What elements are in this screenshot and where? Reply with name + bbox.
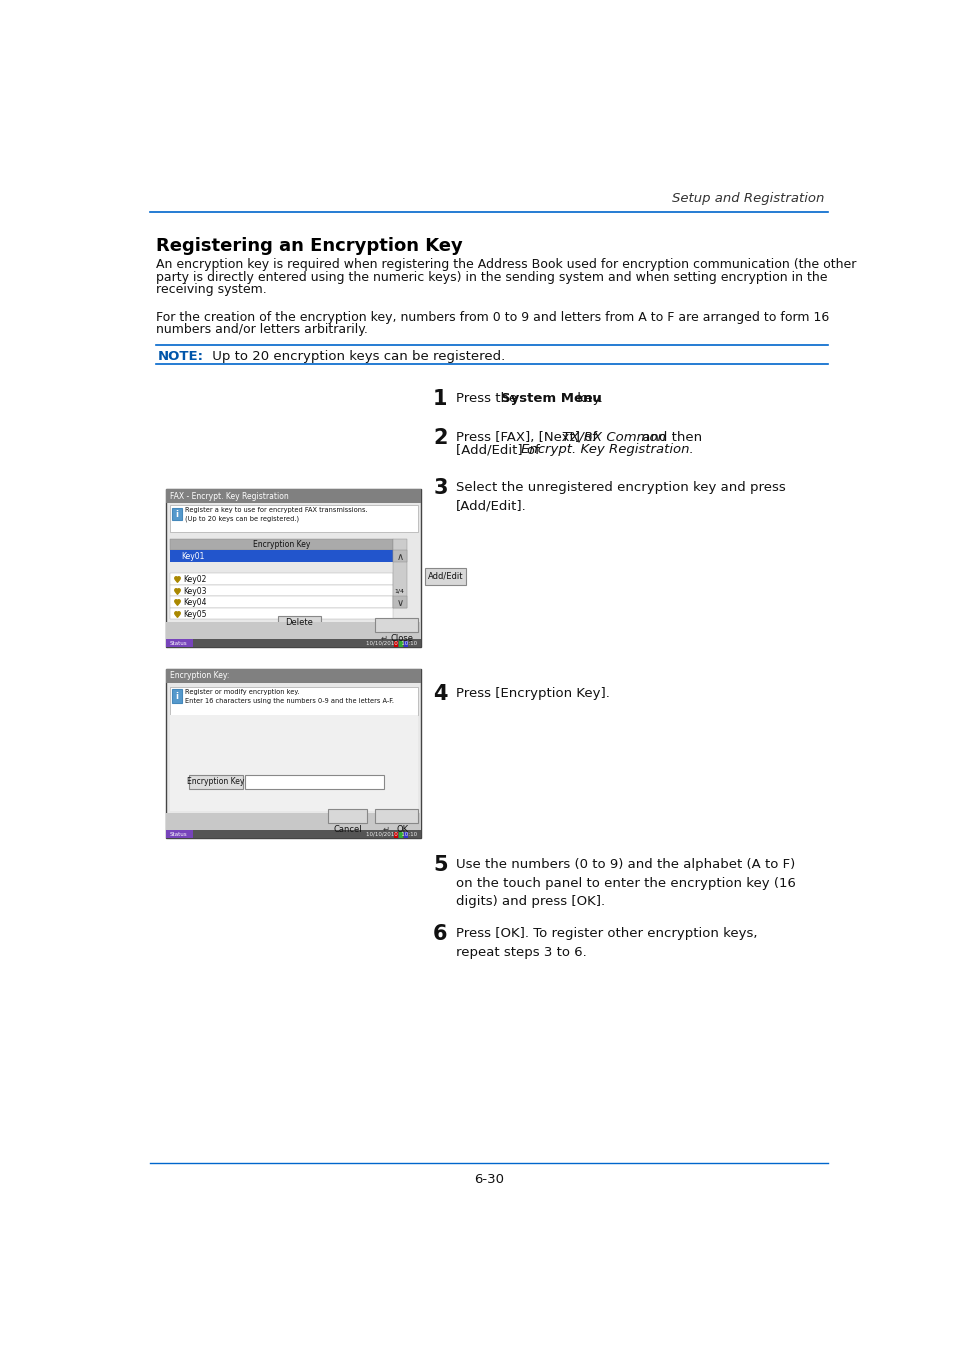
Text: Key02: Key02	[183, 575, 207, 585]
Bar	[278, 617, 320, 629]
Text: Key04: Key04	[183, 598, 207, 608]
Text: Delete: Delete	[285, 618, 313, 626]
Text: Setup and Registration: Setup and Registration	[672, 193, 823, 205]
Text: Encryption Key: Encryption Key	[253, 540, 310, 549]
Bar	[170, 585, 393, 597]
Bar	[425, 568, 465, 585]
Bar	[166, 640, 193, 647]
Text: ↵: ↵	[382, 825, 389, 834]
Bar	[166, 640, 421, 647]
Text: For the creation of the encryption key, numbers from 0 to 9 and letters from A t: For the creation of the encryption key, …	[156, 310, 829, 324]
Bar	[328, 809, 367, 822]
Bar	[170, 597, 393, 608]
Text: Key01: Key01	[181, 552, 204, 562]
Bar	[170, 505, 417, 532]
Bar	[166, 489, 421, 504]
Text: 6: 6	[433, 925, 447, 944]
Bar	[398, 832, 402, 838]
Bar	[166, 489, 421, 647]
Text: Encryption Key:: Encryption Key:	[171, 671, 230, 680]
Text: Press [Encryption Key].: Press [Encryption Key].	[456, 687, 610, 701]
Bar	[166, 814, 421, 830]
Text: ∨: ∨	[395, 598, 403, 608]
Bar	[245, 775, 384, 788]
Bar	[166, 668, 421, 683]
Text: Register or modify encryption key.: Register or modify encryption key.	[185, 688, 299, 695]
Text: NOTE:: NOTE:	[158, 350, 204, 363]
Text: Encryption Key: Encryption Key	[187, 778, 245, 786]
Text: Add/Edit: Add/Edit	[427, 572, 463, 580]
Bar	[403, 832, 407, 838]
Text: 10/10/2010  10:10: 10/10/2010 10:10	[366, 641, 417, 645]
Bar	[394, 832, 397, 838]
Text: Press [FAX], [Next] of: Press [FAX], [Next] of	[456, 431, 601, 444]
Text: Key05: Key05	[183, 610, 207, 618]
Bar	[393, 597, 406, 608]
Text: Status: Status	[170, 832, 188, 837]
Text: Press the: Press the	[456, 393, 521, 405]
Text: and then: and then	[637, 431, 701, 444]
Text: 2: 2	[433, 428, 447, 448]
Bar	[393, 539, 406, 608]
Text: Key03: Key03	[183, 587, 207, 595]
Text: Encrypt. Key Registration.: Encrypt. Key Registration.	[521, 443, 694, 456]
Text: i: i	[175, 510, 178, 520]
Text: Registering an Encryption Key: Registering an Encryption Key	[156, 236, 463, 255]
Text: Close: Close	[390, 634, 414, 643]
Text: 5: 5	[433, 855, 447, 875]
Text: numbers and/or letters arbitrarily.: numbers and/or letters arbitrarily.	[156, 323, 368, 336]
Bar	[403, 641, 407, 647]
Text: 4: 4	[433, 684, 447, 705]
Text: 3: 3	[433, 478, 447, 498]
Bar	[172, 688, 182, 702]
Text: 10/10/2010  10:10: 10/10/2010 10:10	[366, 832, 417, 837]
Bar	[170, 608, 393, 620]
Bar	[375, 618, 417, 632]
Bar	[170, 687, 417, 716]
Text: 6-30: 6-30	[474, 1173, 503, 1187]
Text: Use the numbers (0 to 9) and the alphabet (A to F)
on the touch panel to enter t: Use the numbers (0 to 9) and the alphabe…	[456, 859, 796, 909]
Text: i: i	[175, 693, 178, 701]
Text: TX/RX Common: TX/RX Common	[561, 431, 665, 444]
Bar	[166, 830, 193, 838]
Bar	[166, 830, 421, 838]
Text: [Add/Edit] of: [Add/Edit] of	[456, 443, 544, 456]
Bar	[170, 574, 393, 585]
Bar	[170, 716, 417, 811]
Text: party is directly entered using the numeric keys) in the sending system and when: party is directly entered using the nume…	[156, 270, 827, 284]
Text: ↵: ↵	[380, 634, 387, 643]
Text: System Menu: System Menu	[500, 393, 600, 405]
Text: (Up to 20 keys can be registered.): (Up to 20 keys can be registered.)	[185, 516, 299, 521]
Text: 1: 1	[433, 389, 447, 409]
Bar	[189, 775, 243, 788]
Text: 1/4: 1/4	[395, 589, 404, 593]
Text: Cancel: Cancel	[334, 825, 362, 834]
Text: Press [OK]. To register other encryption keys,
repeat steps 3 to 6.: Press [OK]. To register other encryption…	[456, 927, 757, 958]
Bar	[375, 809, 417, 822]
Bar	[393, 549, 406, 562]
Text: ∧: ∧	[395, 552, 403, 562]
Bar	[398, 641, 402, 647]
Bar	[394, 641, 397, 647]
Text: receiving system.: receiving system.	[156, 284, 267, 296]
Text: An encryption key is required when registering the Address Book used for encrypt: An encryption key is required when regis…	[156, 258, 856, 271]
Text: FAX - Encrypt. Key Registration: FAX - Encrypt. Key Registration	[171, 491, 289, 501]
Text: Register a key to use for encrypted FAX transmissions.: Register a key to use for encrypted FAX …	[185, 508, 367, 513]
Text: Up to 20 encryption keys can be registered.: Up to 20 encryption keys can be register…	[208, 350, 505, 363]
Bar	[166, 668, 421, 838]
Bar	[170, 549, 393, 562]
Bar	[170, 539, 393, 549]
Bar	[166, 622, 421, 640]
Text: key.: key.	[572, 393, 602, 405]
Text: Status: Status	[170, 641, 188, 645]
Text: Select the unregistered encryption key and press
[Add/Edit].: Select the unregistered encryption key a…	[456, 481, 785, 513]
Text: Enter 16 characters using the numbers 0-9 and the letters A-F.: Enter 16 characters using the numbers 0-…	[185, 698, 394, 703]
Bar	[172, 508, 182, 520]
Text: OK: OK	[396, 825, 409, 834]
